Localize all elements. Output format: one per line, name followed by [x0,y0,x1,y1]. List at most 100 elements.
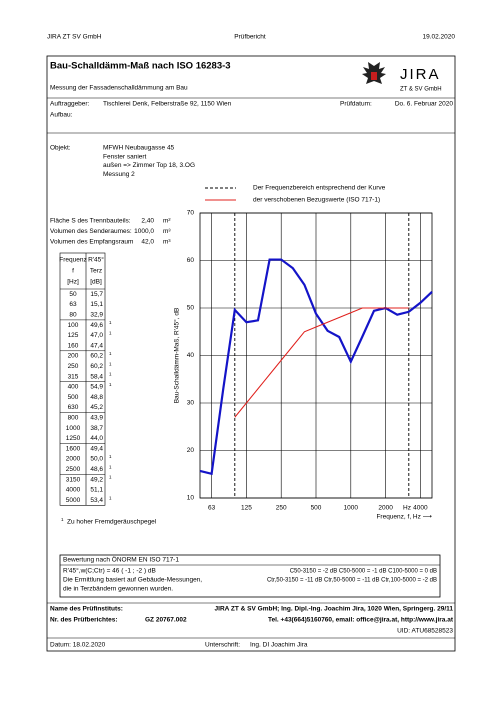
table-frequency: 3150 [66,476,81,483]
table-footnote-mark: 1 [109,464,112,469]
table-frequency: 630 [68,404,79,411]
band-table: Frequenz f [Hz] R'45° Terz [dB] 50 15,7 63 15,1 80… [59,252,112,506]
table-frequency: 100 [68,322,79,329]
param-label: Volumen des Empfangsraum [50,239,133,246]
rating-formula: R'45°,w(C;Ctr) = 46 ( -1 ; -2 ) dB [63,567,156,575]
rating-line: Die Ermittlung basiert auf Gebäude-Messu… [63,577,202,584]
table-value: 53,4 [90,497,103,504]
rating-box [59,554,441,598]
table-value: 44,0 [90,435,103,442]
c-terms: C50-3150 = -2 dB C50-5000 = -1 dB C100-5… [290,569,437,575]
y-tick-label: 40 [187,352,195,359]
client-value: Tischlerei Denk, Felberstraße 92, 1150 W… [103,101,232,108]
institute-label: Name des Prüfinstituts: [50,606,123,613]
table-frequency: 400 [68,384,79,391]
table-value: 54,9 [90,384,103,391]
table-frequency: 1600 [66,445,81,452]
x-tick-label: 4000 [413,505,428,512]
header-right: 19.02.2020 [422,34,455,41]
footnote-text: Zu hoher Fremdgeräuschpegel [67,519,157,526]
table-value: 38,7 [90,425,103,432]
x-tick-label: 63 [208,505,216,512]
table-frequency: 125 [68,332,79,339]
table-frequency: 80 [69,311,77,318]
table-value: 48,6 [90,466,103,473]
c-terms: Ctr,50-3150 = -11 dB Ctr,50-5000 = -11 d… [267,578,437,584]
table-frequency: 50 [69,291,77,298]
test-date-label: Prüfdatum: [340,101,372,108]
table-frequency: 160 [68,342,79,349]
table-header: Frequenz [59,257,86,264]
table-value: 49,6 [90,322,103,329]
param-value: 1000,0 [134,228,154,235]
logo: JIRA ZT & SV GmbH [362,62,442,93]
table-frequency: 63 [69,301,77,308]
y-tick-label: 10 [187,495,195,502]
footnote-mark: 1 [61,517,64,522]
table-footnote-mark: 1 [109,495,112,500]
logo-shield [371,72,377,80]
logo-sub: ZT & SV GmbH [400,87,442,93]
table-value: 49,4 [90,445,103,452]
table-frequency: 4000 [66,487,81,494]
rating-title: Bewertung nach ÖNORM EN ISO 717-1 [63,556,179,564]
legend-text: Der Frequenzbereich entsprechend der Kur… [253,185,386,192]
table-value: 50,0 [90,456,103,463]
table-header: f [72,268,74,275]
table-footnote-mark: 1 [109,382,112,387]
y-tick-label: 20 [187,447,195,454]
x-unit: Hz [403,505,411,512]
table-value: 15,7 [90,291,103,298]
table-frequency: 1250 [66,435,81,442]
table-value: 49,2 [90,476,103,483]
table-value: 48,8 [90,394,103,401]
uid: UID: ATU68528523 [397,628,453,635]
table-value: 47,4 [90,342,103,349]
table-frequency: 1000 [66,425,81,432]
table-footnote-mark: 1 [109,361,112,366]
table-value: 15,1 [90,301,103,308]
subtitle: Messung der Fassadenschalldämmung am Bau [50,85,188,92]
table-value: 60,2 [90,353,103,360]
param-label: Volumen des Senderaumes: [50,228,132,235]
object-line: MFWH Neubaugasse 45 [103,145,175,152]
table-value: 32,9 [90,311,103,318]
object-line: außen => Zimmer Top 18, 3.OG [103,162,195,169]
signature-label: Unterschrift: [205,642,240,649]
param-value: 2,40 [141,218,154,225]
table-frequency: 250 [68,363,79,370]
data-line [234,307,409,418]
table-header: R'45° [88,256,104,264]
table-frequency: 315 [68,373,79,380]
table-frequency: 5000 [66,497,81,504]
institute: JIRA ZT & SV GmbH; Ing. Dipl.-Ing. Joach… [215,606,454,613]
parameters: Fläche S des Trennbauteils: 2,40 m² Volumen… [50,218,171,246]
y-tick-label: 70 [187,210,195,217]
legend-text: der verschobenen Bezugswerte (ISO 717-1) [253,197,380,204]
table-header: Terz [90,268,102,275]
y-tick-label: 50 [187,305,195,312]
page-frame [46,55,456,652]
date: Datum: 18.02.2020 [50,642,106,649]
table-header: [dB] [90,279,102,286]
x-tick-label: 500 [311,505,322,512]
y-tick-label: 60 [187,257,195,264]
object-line: Fenster saniert [103,153,147,160]
rating-line: die in Terzbändern gewonnen wurden. [63,586,173,593]
signature: Ing. DI Joachim Jira [250,642,308,649]
table-value: 43,9 [90,414,103,421]
table-frequency: 200 [68,353,79,360]
param-unit: m² [163,218,171,225]
object-line: Messung 2 [103,171,135,178]
table-value: 60,2 [90,363,103,370]
report-no: GZ 20767.002 [145,617,187,624]
table-frequency: 2500 [66,466,81,473]
y-tick-label: 30 [187,400,195,407]
param-value: 42,0 [141,239,154,246]
client-label: Auftraggeber: [50,101,90,108]
x-tick-label: 1000 [344,505,359,512]
logo-name: JIRA [400,66,441,83]
structure-label: Aufbau: [50,112,73,119]
